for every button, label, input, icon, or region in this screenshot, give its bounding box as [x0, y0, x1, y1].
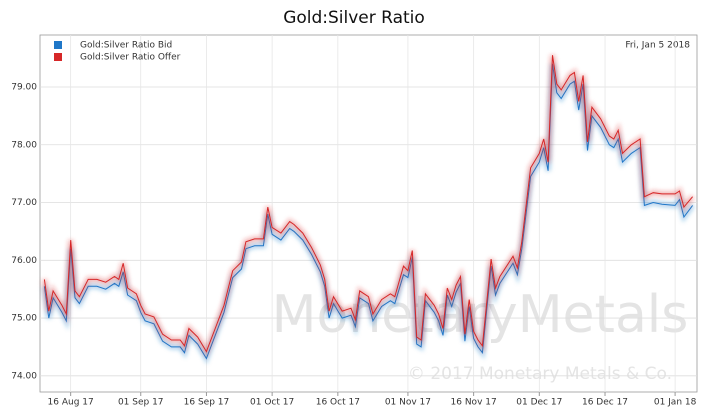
legend-label: Gold:Silver Ratio Offer — [80, 53, 181, 63]
legend-label: Gold:Silver Ratio Bid — [80, 41, 172, 51]
y-tick-label: 78.00 — [11, 140, 37, 150]
x-tick-label: 01 Dec 17 — [516, 398, 562, 408]
x-tick-label: 16 Nov 17 — [451, 398, 497, 408]
x-tick-label: 16 Oct 17 — [316, 398, 360, 408]
x-tick-label: 01 Sep 17 — [118, 398, 164, 408]
y-tick-label: 74.00 — [11, 371, 37, 381]
x-tick-label: 16 Sep 17 — [184, 398, 230, 408]
plot-area — [39, 34, 698, 393]
lines — [41, 54, 695, 365]
y-tick-label: 79.00 — [11, 82, 37, 92]
x-tick-label: 01 Jan 18 — [654, 398, 697, 408]
chart-title: Gold:Silver Ratio — [283, 8, 425, 28]
copyright: © 2017 Monetary Metals & Co. — [408, 364, 672, 384]
grid — [40, 35, 697, 396]
series-line — [43, 55, 693, 353]
y-tick-label: 77.00 — [11, 198, 37, 208]
x-tick-label: 01 Nov 17 — [385, 398, 431, 408]
legend-swatch — [54, 41, 62, 49]
y-tick-label: 76.00 — [11, 256, 37, 266]
y-tick-label: 75.00 — [11, 314, 37, 324]
x-tick-label: 16 Aug 17 — [48, 398, 94, 408]
x-tick-label: 16 Dec 17 — [582, 398, 628, 408]
x-tick-label: 01 Oct 17 — [250, 398, 294, 408]
date-annotation: Fri, Jan 5 2018 — [625, 41, 690, 51]
legend-swatch — [54, 53, 62, 61]
